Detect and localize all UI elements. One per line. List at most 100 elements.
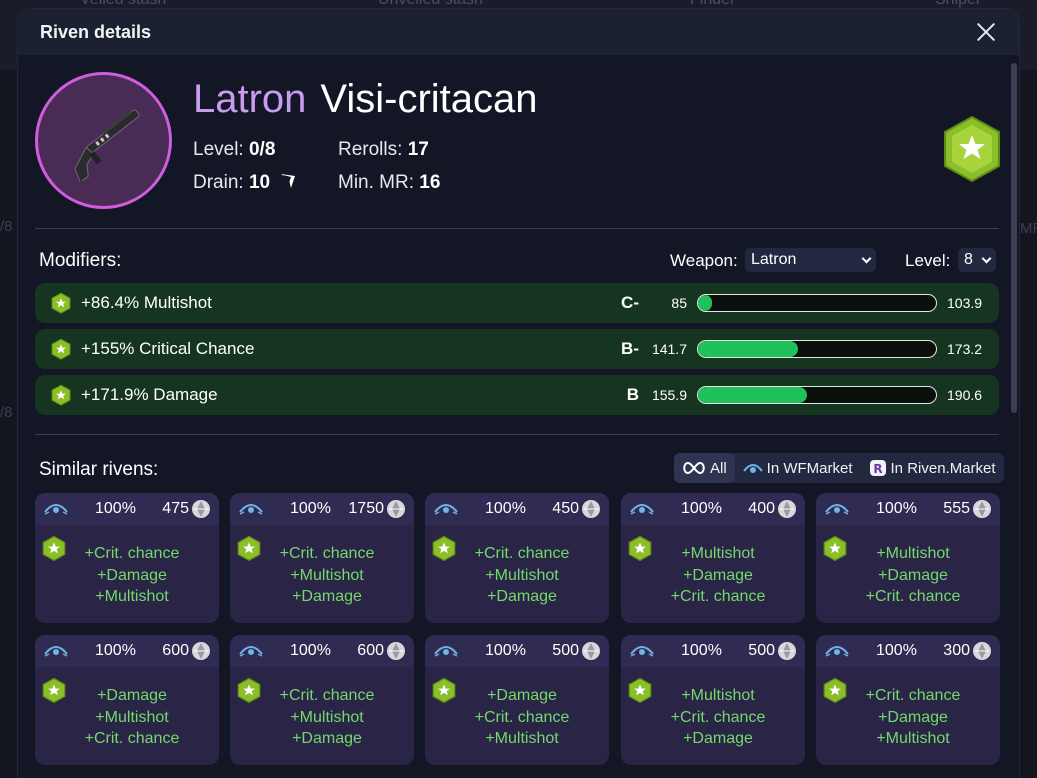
riven-hex-icon bbox=[237, 535, 261, 562]
similar-riven-card[interactable]: 100% 600 +Crit. chance +Multishot +Damage bbox=[230, 635, 414, 765]
card-modifier: +Damage bbox=[292, 730, 362, 747]
riven-hex-icon bbox=[42, 677, 66, 704]
similar-riven-card[interactable]: 100% 475 +Crit. chance +Damage +Multishot bbox=[35, 493, 219, 623]
card-modifier: +Multishot bbox=[95, 708, 169, 726]
weapon-select-value: Latron bbox=[751, 251, 797, 268]
drain-stat: Drain: 10 bbox=[193, 172, 297, 194]
similar-riven-card[interactable]: 100% 600 +Damage +Multishot +Crit. chance bbox=[35, 635, 219, 765]
card-price: 400 bbox=[748, 500, 775, 517]
card-modifier: +Damage bbox=[878, 566, 948, 584]
close-icon[interactable] bbox=[975, 21, 997, 43]
similar-riven-card[interactable]: 100% 500 +Damage +Crit. chance +Multishot bbox=[425, 635, 609, 765]
platinum-icon bbox=[386, 641, 406, 666]
wfmarket-icon bbox=[629, 643, 655, 662]
card-price: 300 bbox=[943, 642, 970, 659]
modifier-text: +155% Critical Chance bbox=[81, 339, 255, 358]
bg-tab-veiled: Veiled stash bbox=[80, 0, 166, 9]
card-modifier: +Multishot bbox=[681, 687, 755, 704]
card-price: 555 bbox=[943, 500, 970, 517]
riven-hex-icon bbox=[432, 677, 456, 709]
divider bbox=[35, 434, 999, 435]
riven-hex-icon bbox=[42, 535, 66, 567]
filter-all-button[interactable]: All bbox=[674, 453, 735, 483]
riven-hex-icon bbox=[51, 384, 71, 406]
modifier-row: +171.9% Damage B 155.9 190.6 bbox=[35, 375, 999, 415]
riven-suffix: Visi-critacan bbox=[320, 77, 538, 121]
card-modifier: +Crit. chance bbox=[84, 545, 180, 562]
card-modifier: +Multishot bbox=[485, 730, 559, 747]
svg-text:R: R bbox=[873, 462, 882, 476]
card-match-percent: 100% bbox=[290, 642, 331, 659]
riven-hex-icon bbox=[51, 338, 71, 365]
wfmarket-icon bbox=[629, 501, 655, 520]
chevron-down-icon bbox=[981, 253, 992, 263]
bg-side-text: /8 bbox=[0, 218, 13, 235]
riven-details-modal: Riven details Latron Visi-critacan Level bbox=[17, 8, 1020, 778]
rerolls-label: Rerolls: bbox=[338, 139, 403, 160]
card-match-percent: 100% bbox=[485, 642, 526, 659]
source-filter: All In WFMarket R In Riven.Market bbox=[674, 453, 1004, 483]
card-modifier: +Damage bbox=[878, 708, 948, 726]
card-modifier: +Damage bbox=[487, 588, 557, 605]
similar-riven-card[interactable]: 100% 400 +Multishot +Damage +Crit. chance bbox=[621, 493, 805, 623]
similar-riven-card[interactable]: 100% 300 +Crit. chance +Damage +Multishot bbox=[816, 635, 1000, 765]
wfmarket-icon bbox=[824, 643, 850, 662]
bg-side-text: MR: bbox=[1020, 220, 1037, 237]
riven-hex-icon bbox=[42, 535, 66, 562]
filter-wfmarket-button[interactable]: In WFMarket bbox=[735, 453, 861, 483]
card-modifier: +Damage bbox=[683, 730, 753, 747]
rivenmarket-icon: R bbox=[869, 460, 886, 476]
filter-all-label: All bbox=[710, 459, 727, 477]
card-match-percent: 100% bbox=[876, 642, 917, 659]
modifier-grade: B bbox=[626, 385, 639, 404]
modifiers-title: Modifiers: bbox=[39, 250, 122, 271]
card-modifier: +Multishot bbox=[876, 730, 950, 747]
infinity-icon bbox=[683, 461, 705, 475]
riven-summary: Latron Visi-critacan Level: 0/8 Rerolls: … bbox=[18, 55, 1019, 227]
weapon-select[interactable]: Latron bbox=[745, 248, 876, 272]
card-price: 475 bbox=[162, 500, 189, 517]
chevron-down-icon bbox=[861, 253, 872, 263]
modifier-max: 190.6 bbox=[947, 387, 983, 403]
similar-riven-card[interactable]: 100% 500 +Multishot +Crit. chance +Damage bbox=[621, 635, 805, 765]
wfmarket-icon bbox=[433, 643, 459, 662]
card-header: 100% 400 bbox=[621, 493, 805, 525]
filter-rivenmarket-button[interactable]: R In Riven.Market bbox=[861, 453, 1004, 483]
modifier-min: 155.9 bbox=[651, 387, 687, 403]
card-modifier: +Crit. chance bbox=[865, 588, 961, 605]
card-modifier: +Crit. chance bbox=[279, 687, 375, 704]
platinum-icon bbox=[191, 641, 211, 666]
card-match-percent: 100% bbox=[681, 500, 722, 517]
wfmarket-icon bbox=[824, 501, 850, 520]
card-header: 100% 500 bbox=[425, 635, 609, 667]
level-select-label: Level: bbox=[905, 251, 951, 270]
modifier-range-bar bbox=[697, 294, 937, 312]
card-match-percent: 100% bbox=[876, 500, 917, 517]
riven-hex-icon bbox=[237, 677, 261, 704]
modifier-grade: C- bbox=[621, 293, 639, 312]
card-match-percent: 100% bbox=[95, 500, 136, 517]
card-modifiers: +Damage +Multishot +Crit. chance bbox=[69, 685, 219, 750]
card-match-percent: 100% bbox=[681, 642, 722, 659]
similar-riven-card[interactable]: 100% 450 +Crit. chance +Multishot +Damage bbox=[425, 493, 609, 623]
modifier-row: +155% Critical Chance B- 141.7 173.2 bbox=[35, 329, 999, 369]
card-modifiers: +Multishot +Crit. chance +Damage bbox=[655, 685, 805, 750]
modifier-range-fill bbox=[698, 387, 808, 403]
similar-riven-card[interactable]: 100% 1750 +Crit. chance +Multishot +Damage bbox=[230, 493, 414, 623]
wfmarket-icon bbox=[43, 501, 69, 520]
card-modifiers: +Multishot +Damage +Crit. chance bbox=[850, 543, 1000, 608]
modifier-text: +171.9% Damage bbox=[81, 385, 218, 404]
card-modifiers: +Crit. chance +Damage +Multishot bbox=[69, 543, 219, 608]
level-select[interactable]: 8 bbox=[958, 248, 996, 272]
platinum-icon bbox=[777, 641, 797, 666]
card-modifiers: +Multishot +Damage +Crit. chance bbox=[655, 543, 805, 608]
level-label: Level: bbox=[193, 139, 244, 160]
favorite-star-icon[interactable] bbox=[942, 115, 1002, 183]
card-header: 100% 450 bbox=[425, 493, 609, 525]
riven-hex-icon bbox=[42, 677, 66, 709]
card-modifier: +Multishot bbox=[681, 545, 755, 562]
level-value: 0/8 bbox=[248, 139, 276, 160]
scrollbar[interactable] bbox=[1011, 63, 1017, 413]
platinum-icon bbox=[972, 499, 992, 524]
similar-riven-card[interactable]: 100% 555 +Multishot +Damage +Crit. chance bbox=[816, 493, 1000, 623]
